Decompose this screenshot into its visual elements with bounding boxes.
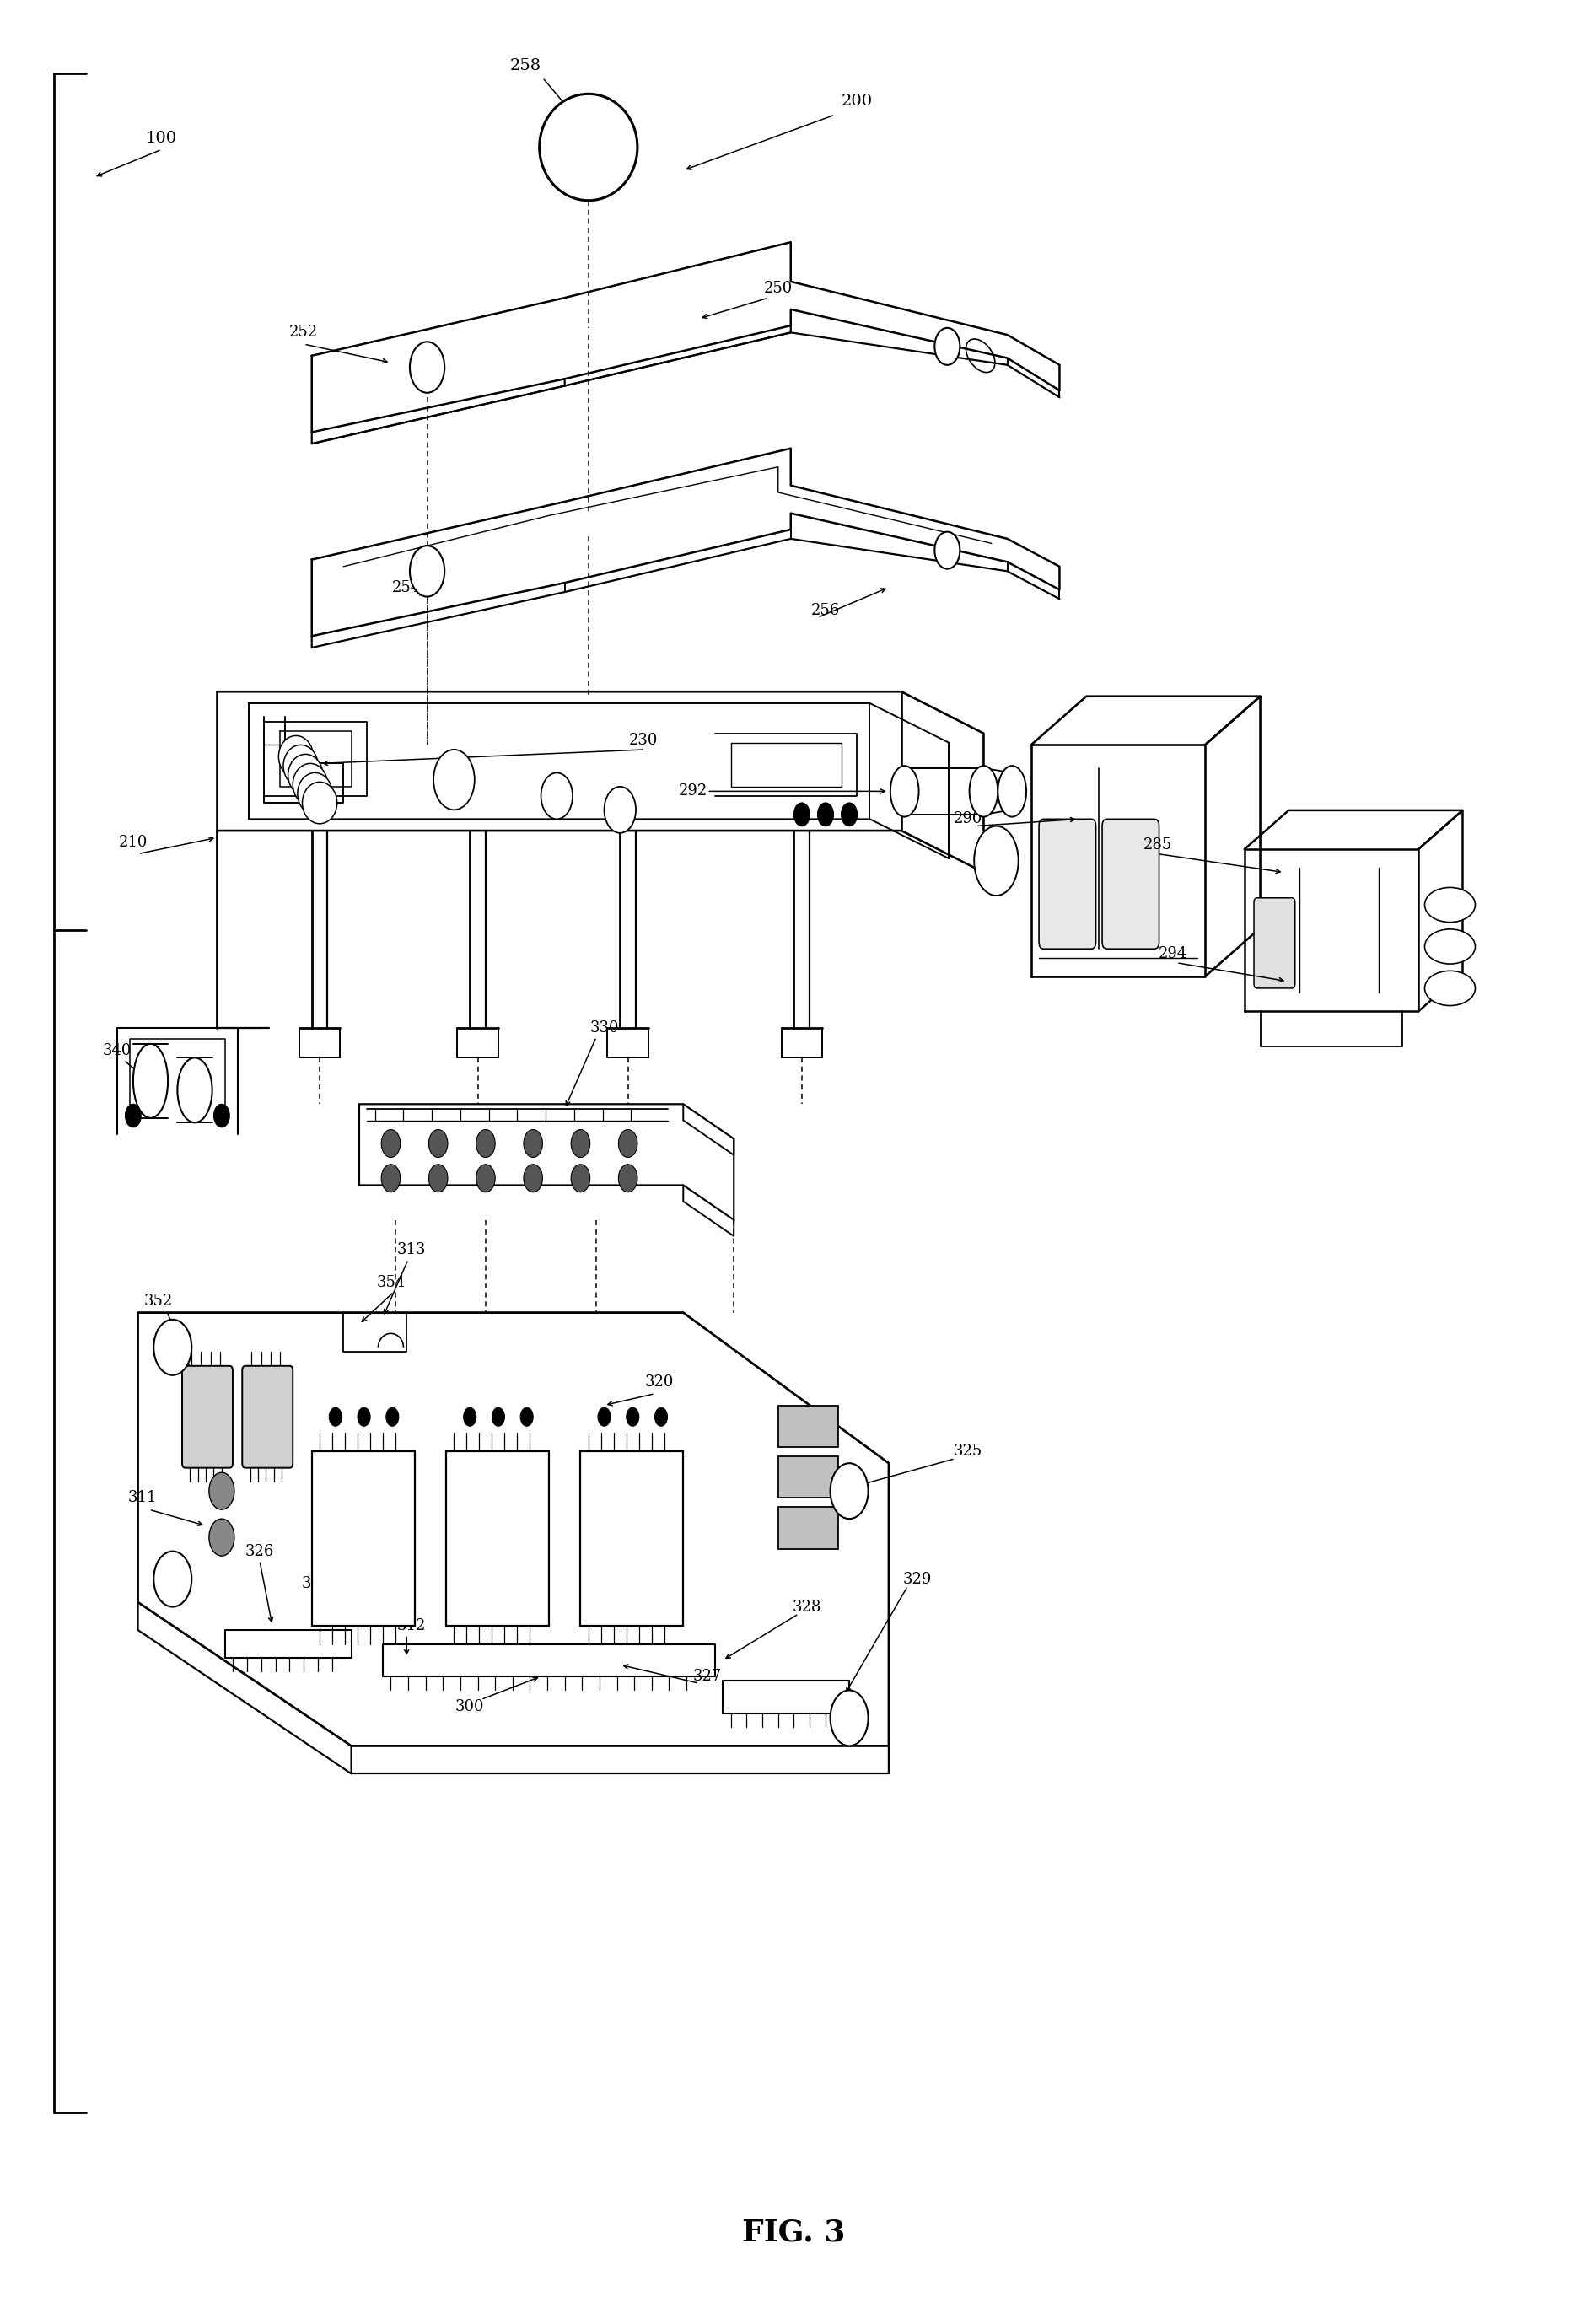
Text: 354: 354 (376, 1276, 405, 1290)
Circle shape (209, 1473, 235, 1511)
Text: 325: 325 (952, 1443, 982, 1459)
Ellipse shape (997, 767, 1025, 816)
Polygon shape (138, 1313, 889, 1745)
Text: 340: 340 (103, 1043, 132, 1057)
FancyBboxPatch shape (1101, 818, 1159, 948)
Text: 254: 254 (392, 579, 421, 595)
Circle shape (617, 1129, 636, 1157)
Bar (778, 1406, 838, 1448)
Text: 310: 310 (302, 1576, 330, 1592)
Circle shape (571, 1164, 590, 1192)
Ellipse shape (1424, 930, 1474, 964)
Circle shape (935, 328, 960, 365)
Circle shape (386, 1408, 398, 1427)
Polygon shape (359, 1104, 733, 1220)
Circle shape (541, 774, 573, 818)
Text: 285: 285 (1143, 837, 1171, 853)
Ellipse shape (1424, 971, 1474, 1006)
Circle shape (524, 1129, 543, 1157)
FancyBboxPatch shape (311, 1452, 414, 1624)
Text: 256: 256 (811, 602, 840, 618)
Circle shape (329, 1408, 341, 1427)
Text: 300: 300 (455, 1699, 484, 1715)
Circle shape (154, 1550, 192, 1606)
Text: 312: 312 (397, 1618, 425, 1634)
Ellipse shape (178, 1057, 213, 1122)
Text: 330: 330 (589, 1020, 619, 1034)
Bar (778, 1508, 838, 1548)
Circle shape (598, 1408, 611, 1427)
Text: 290: 290 (952, 811, 982, 827)
Ellipse shape (297, 774, 332, 813)
Circle shape (433, 751, 475, 809)
FancyBboxPatch shape (243, 1367, 292, 1469)
Circle shape (428, 1164, 448, 1192)
Text: 100: 100 (146, 130, 178, 146)
Circle shape (381, 1129, 400, 1157)
Text: 250: 250 (763, 281, 792, 295)
FancyBboxPatch shape (1038, 818, 1095, 948)
Text: 320: 320 (644, 1373, 674, 1390)
Circle shape (381, 1164, 400, 1192)
Circle shape (817, 802, 833, 825)
Ellipse shape (1424, 888, 1474, 923)
Circle shape (125, 1104, 141, 1127)
Circle shape (409, 546, 444, 597)
Circle shape (830, 1464, 868, 1520)
Circle shape (841, 802, 857, 825)
Text: 200: 200 (841, 93, 873, 109)
Circle shape (521, 1408, 533, 1427)
Circle shape (476, 1164, 495, 1192)
Text: 327: 327 (692, 1669, 720, 1685)
Circle shape (524, 1164, 543, 1192)
FancyBboxPatch shape (183, 1367, 233, 1469)
Ellipse shape (278, 737, 313, 779)
Ellipse shape (973, 825, 1017, 895)
Text: 252: 252 (289, 325, 317, 339)
Circle shape (357, 1408, 370, 1427)
Circle shape (154, 1320, 192, 1376)
Text: 210: 210 (119, 834, 148, 851)
Text: 230: 230 (628, 732, 659, 748)
Text: 352: 352 (144, 1294, 173, 1308)
Circle shape (476, 1129, 495, 1157)
Ellipse shape (890, 767, 919, 816)
Ellipse shape (970, 767, 997, 816)
Ellipse shape (282, 746, 317, 786)
Bar (778, 1457, 838, 1499)
Text: 326: 326 (244, 1543, 275, 1559)
Ellipse shape (287, 755, 322, 795)
Circle shape (654, 1408, 667, 1427)
Circle shape (625, 1408, 638, 1427)
Circle shape (209, 1520, 235, 1555)
Text: 313: 313 (397, 1243, 425, 1257)
Circle shape (571, 1129, 590, 1157)
Text: 328: 328 (792, 1599, 820, 1615)
Text: FIG. 3: FIG. 3 (741, 2217, 846, 2247)
Circle shape (794, 802, 809, 825)
Text: 292: 292 (678, 783, 706, 799)
Text: 258: 258 (509, 58, 541, 74)
Ellipse shape (540, 93, 636, 200)
Circle shape (617, 1164, 636, 1192)
Circle shape (830, 1690, 868, 1745)
Circle shape (605, 786, 635, 832)
Circle shape (935, 532, 960, 569)
Circle shape (463, 1408, 476, 1427)
Text: 294: 294 (1159, 946, 1187, 962)
FancyBboxPatch shape (1254, 897, 1295, 988)
Circle shape (214, 1104, 230, 1127)
Circle shape (409, 342, 444, 393)
Ellipse shape (292, 765, 327, 804)
Text: 311: 311 (129, 1490, 157, 1506)
Ellipse shape (133, 1043, 168, 1118)
Text: 329: 329 (903, 1571, 932, 1587)
Circle shape (492, 1408, 505, 1427)
FancyBboxPatch shape (446, 1452, 549, 1624)
Ellipse shape (302, 781, 336, 823)
Circle shape (428, 1129, 448, 1157)
FancyBboxPatch shape (581, 1452, 682, 1624)
